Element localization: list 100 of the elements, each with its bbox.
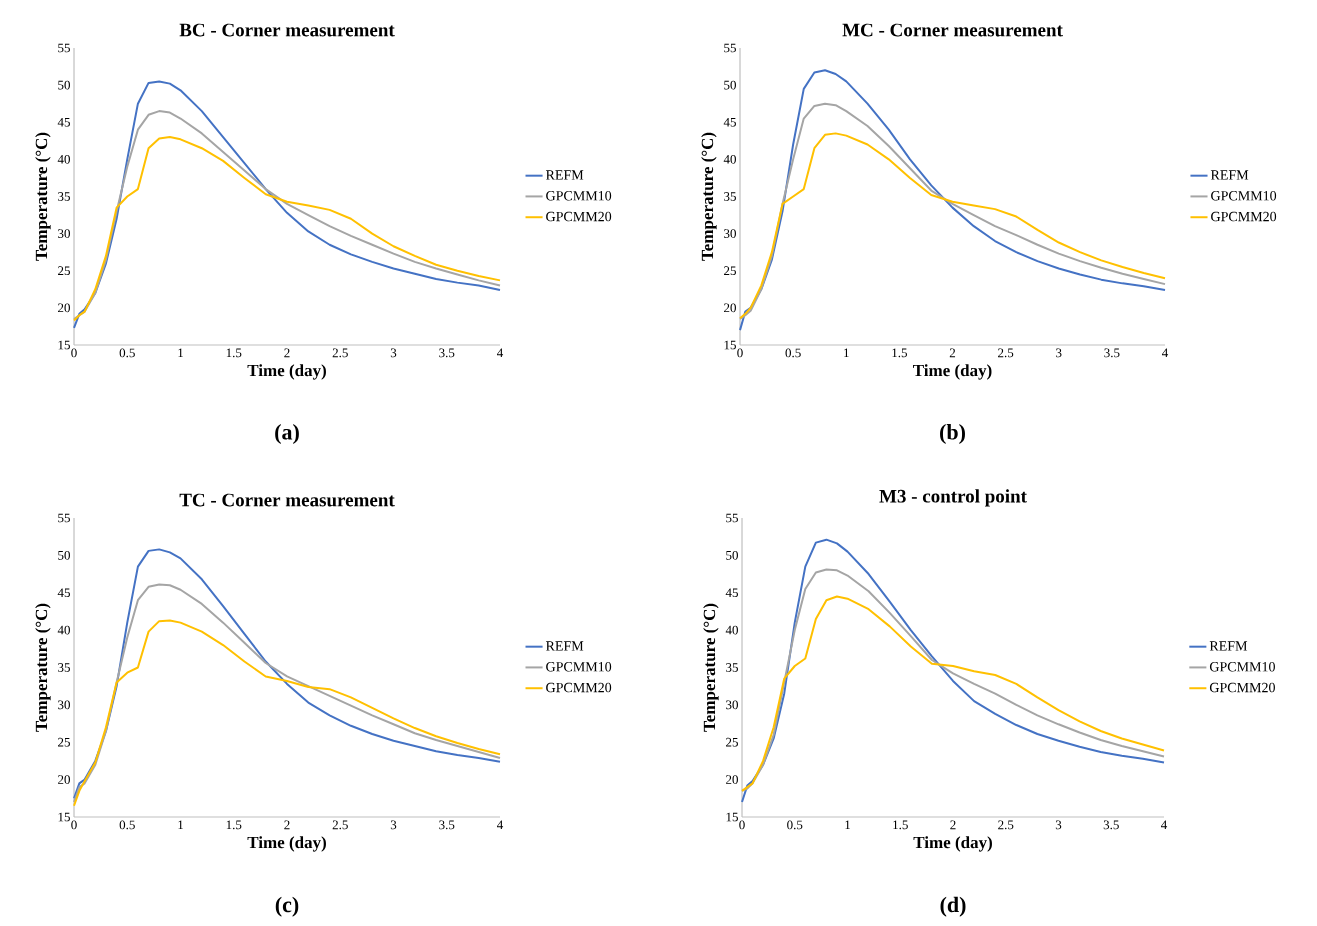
legend-label: GPCMM20 xyxy=(1211,211,1277,222)
x-tick-label: 3 xyxy=(1056,348,1062,358)
y-tick-label: 25 xyxy=(726,737,738,747)
x-tick-label: 1 xyxy=(845,820,850,830)
y-tick-label: 40 xyxy=(57,625,70,635)
x-axis-title: Time (day) xyxy=(247,836,326,852)
y-tick-label: 45 xyxy=(723,117,736,127)
legend-label: REFM xyxy=(545,641,584,651)
x-tick-label: 1.5 xyxy=(893,820,908,830)
x-tick-label: 2 xyxy=(284,348,290,358)
y-tick-label: 45 xyxy=(725,588,738,598)
line-series xyxy=(739,69,1166,332)
y-tick-label: 15 xyxy=(724,340,736,350)
x-tick-label: 2 xyxy=(284,820,290,830)
x-tick-label: 3.5 xyxy=(1104,348,1120,358)
y-tick-label: 40 xyxy=(725,625,738,635)
x-tick-label: 3.5 xyxy=(1103,820,1119,830)
text: (d) xyxy=(940,896,966,917)
text: (a) xyxy=(275,424,299,445)
y-tick-label: 55 xyxy=(58,43,70,53)
x-tick-label: 4 xyxy=(497,820,504,830)
y-tick-label: 50 xyxy=(726,550,738,560)
x-tick-label: 1.5 xyxy=(226,820,242,830)
y-tick-label: 25 xyxy=(724,266,736,276)
legend-label: GPCMM10 xyxy=(546,191,612,201)
y-tick-label: 20 xyxy=(724,303,736,313)
legend-label: GPCMM10 xyxy=(546,662,612,672)
line-series xyxy=(73,619,501,807)
x-tick-label: 1 xyxy=(178,348,183,358)
x-tick-label: 3 xyxy=(390,820,397,830)
y-tick-label: 50 xyxy=(724,80,736,90)
legend-label: GPCMM20 xyxy=(546,682,612,693)
x-tick-label: 0.5 xyxy=(785,348,801,358)
legend-label: GPCMM20 xyxy=(546,211,612,222)
chart-title: BC - Corner measurement xyxy=(179,23,395,37)
y-tick-label: 35 xyxy=(724,192,736,201)
legend-label: GPCMM20 xyxy=(1209,682,1275,693)
line-series xyxy=(73,548,501,800)
text: (b) xyxy=(940,424,965,445)
y-tick-label: 55 xyxy=(58,513,70,523)
x-axis-title: Time (day) xyxy=(913,364,992,380)
y-tick-label: 20 xyxy=(58,303,70,313)
y-tick-label: 20 xyxy=(726,775,738,784)
x-tick-label: 0.5 xyxy=(119,348,135,358)
y-axis-title: Temperature (°C) xyxy=(703,603,719,732)
x-tick-label: 2 xyxy=(949,348,956,358)
y-axis-title: Temperature (°C) xyxy=(35,603,51,732)
chart-title: TC - Corner measurement xyxy=(179,493,395,507)
x-tick-label: 0 xyxy=(71,820,77,830)
x-tick-label: 1 xyxy=(178,820,183,830)
y-tick-label: 30 xyxy=(724,229,736,238)
x-tick-label: 0.5 xyxy=(119,820,135,830)
y-tick-label: 35 xyxy=(58,663,70,672)
x-tick-label: 2.5 xyxy=(332,348,348,358)
y-tick-label: 45 xyxy=(57,588,70,598)
line-series xyxy=(73,583,501,804)
y-tick-label: 50 xyxy=(58,550,70,560)
text: (c) xyxy=(275,896,299,917)
x-axis-title: Time (day) xyxy=(913,836,992,852)
y-tick-label: 40 xyxy=(57,154,70,164)
y-tick-label: 30 xyxy=(726,700,738,710)
chart-title: M3 - control point xyxy=(879,489,1027,507)
y-tick-label: 35 xyxy=(58,192,70,201)
line-series xyxy=(73,80,501,329)
legend-label: REFM xyxy=(1209,641,1248,651)
x-axis-title: Time (day) xyxy=(247,364,326,380)
x-tick-label: 0.5 xyxy=(787,820,803,830)
x-tick-label: 2.5 xyxy=(332,820,348,830)
y-tick-label: 55 xyxy=(724,43,736,53)
x-tick-label: 0 xyxy=(71,348,77,358)
x-tick-label: 3.5 xyxy=(439,348,455,358)
y-tick-label: 35 xyxy=(726,663,738,672)
x-tick-label: 1.5 xyxy=(226,348,242,358)
legend-label: GPCMM10 xyxy=(1209,662,1275,672)
legend-label: REFM xyxy=(545,170,584,180)
legend-label: GPCMM10 xyxy=(1211,191,1277,201)
y-tick-label: 50 xyxy=(58,80,70,90)
x-tick-label: 2.5 xyxy=(998,348,1014,358)
x-tick-label: 1.5 xyxy=(892,348,907,358)
x-tick-label: 4 xyxy=(1161,820,1168,830)
y-tick-label: 15 xyxy=(58,340,70,350)
y-tick-label: 15 xyxy=(58,812,70,822)
y-axis-title: Temperature (°C) xyxy=(701,132,717,261)
x-tick-label: 1 xyxy=(844,348,849,358)
x-tick-label: 0 xyxy=(739,820,745,830)
y-tick-label: 55 xyxy=(726,513,738,523)
x-tick-label: 3 xyxy=(1055,820,1062,830)
chart-title: MC - Corner measurement xyxy=(842,23,1063,37)
line-series xyxy=(741,538,1165,804)
x-tick-label: 0 xyxy=(737,348,743,358)
y-tick-label: 30 xyxy=(58,229,70,238)
x-tick-label: 2.5 xyxy=(998,820,1014,830)
x-tick-label: 3 xyxy=(390,348,397,358)
y-axis-title: Temperature (°C) xyxy=(35,132,51,261)
y-tick-label: 25 xyxy=(58,737,70,747)
x-tick-label: 4 xyxy=(1162,348,1169,358)
y-tick-label: 25 xyxy=(58,266,70,276)
y-tick-label: 30 xyxy=(58,700,70,710)
y-tick-label: 45 xyxy=(57,117,70,127)
x-tick-label: 3.5 xyxy=(439,820,455,830)
